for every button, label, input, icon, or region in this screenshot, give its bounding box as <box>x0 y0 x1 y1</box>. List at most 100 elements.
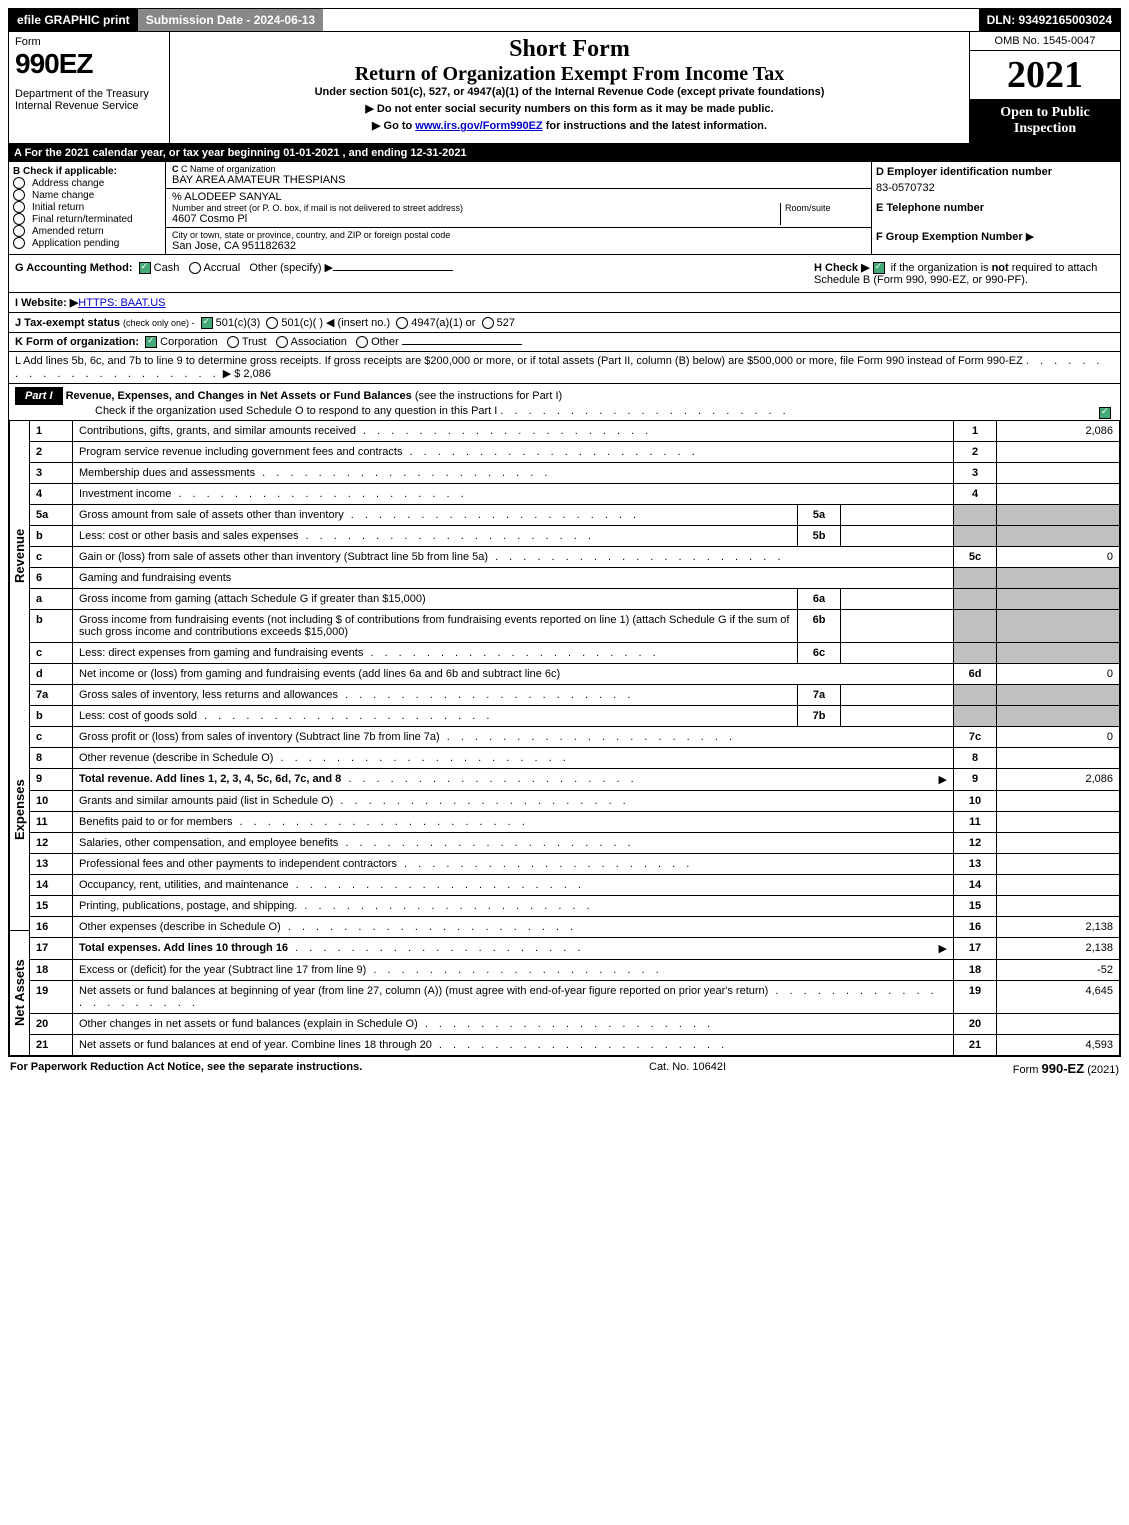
form-header-center: Short Form Return of Organization Exempt… <box>170 32 969 143</box>
line-16: 16Other expenses (describe in Schedule O… <box>30 917 1120 938</box>
line-2: 2Program service revenue including gover… <box>30 442 1120 463</box>
street-address: 4607 Cosmo Pl <box>172 213 780 225</box>
irs-link[interactable]: www.irs.gov/Form990EZ <box>415 120 542 132</box>
col-b-title: B Check if applicable: <box>13 166 161 177</box>
line-10: 10Grants and similar amounts paid (list … <box>30 791 1120 812</box>
street-label: Number and street (or P. O. box, if mail… <box>172 203 780 213</box>
line-6: 6Gaming and fundraising events <box>30 568 1120 589</box>
website-link[interactable]: HTTPS: BAAT.US <box>78 297 165 309</box>
room-label: Room/suite <box>785 203 865 213</box>
line-14: 14Occupancy, rent, utilities, and mainte… <box>30 875 1120 896</box>
return-title: Return of Organization Exempt From Incom… <box>174 63 965 86</box>
info-block: B Check if applicable: Address change Na… <box>8 162 1121 255</box>
line-6b: bGross income from fundraising events (n… <box>30 610 1120 643</box>
group-exemption: F Group Exemption Number ▶ <box>876 230 1116 243</box>
line-5b: bLess: cost or other basis and sales exp… <box>30 526 1120 547</box>
line-5a: 5aGross amount from sale of assets other… <box>30 505 1120 526</box>
dept-treasury: Department of the Treasury <box>15 88 163 100</box>
form-header-left: Form 990EZ Department of the Treasury In… <box>9 32 170 143</box>
omb-number: OMB No. 1545-0047 <box>970 32 1120 51</box>
association-checkbox[interactable] <box>276 336 288 348</box>
telephone-label: E Telephone number <box>876 202 1116 214</box>
expenses-label: Expenses <box>9 690 29 931</box>
line-6d: dNet income or (loss) from gaming and fu… <box>30 664 1120 685</box>
line-18: 18Excess or (deficit) for the year (Subt… <box>30 960 1120 981</box>
top-bar: efile GRAPHIC print Submission Date - 20… <box>8 8 1121 32</box>
line-7c: cGross profit or (loss) from sales of in… <box>30 727 1120 748</box>
line-12: 12Salaries, other compensation, and empl… <box>30 833 1120 854</box>
trust-checkbox[interactable] <box>227 336 239 348</box>
line-15: 15Printing, publications, postage, and s… <box>30 896 1120 917</box>
line-6a: aGross income from gaming (attach Schedu… <box>30 589 1120 610</box>
line-9: 9Total revenue. Add lines 1, 2, 3, 4, 5c… <box>30 769 1120 791</box>
gross-receipts-value: $ 2,086 <box>234 368 271 380</box>
form-of-org-row: K Form of organization: Corporation Trus… <box>8 333 1121 352</box>
footer-right: Form 990-EZ (2021) <box>1013 1061 1119 1076</box>
corporation-checkbox[interactable] <box>145 336 157 348</box>
tax-exempt-row: J Tax-exempt status (check only one) - 5… <box>8 313 1121 333</box>
footer-left: For Paperwork Reduction Act Notice, see … <box>10 1061 362 1076</box>
line-11: 11Benefits paid to or for members11 <box>30 812 1120 833</box>
footer: For Paperwork Reduction Act Notice, see … <box>8 1057 1121 1080</box>
501c-checkbox[interactable] <box>266 317 278 329</box>
form-word: Form <box>15 36 163 48</box>
short-form-title: Short Form <box>174 36 965 63</box>
line-6c: cLess: direct expenses from gaming and f… <box>30 643 1120 664</box>
column-b: B Check if applicable: Address change Na… <box>9 162 166 254</box>
accounting-method: G Accounting Method: Cash Accrual Other … <box>15 261 814 286</box>
line-21: 21Net assets or fund balances at end of … <box>30 1035 1120 1056</box>
row-g-h: G Accounting Method: Cash Accrual Other … <box>8 255 1121 293</box>
row-l-text: L Add lines 5b, 6c, and 7b to line 9 to … <box>15 355 1023 367</box>
line-17: 17Total expenses. Add lines 10 through 1… <box>30 938 1120 960</box>
check-application-pending[interactable]: Application pending <box>13 237 161 249</box>
check-initial-return[interactable]: Initial return <box>13 201 161 213</box>
gross-receipts-row: L Add lines 5b, 6c, and 7b to line 9 to … <box>8 352 1121 384</box>
schedule-o-checkbox[interactable] <box>1099 407 1111 419</box>
part1-title: Revenue, Expenses, and Changes in Net As… <box>66 390 412 402</box>
form-number: 990EZ <box>15 48 163 80</box>
org-name: BAY AREA AMATEUR THESPIANS <box>172 174 865 186</box>
line-20: 20Other changes in net assets or fund ba… <box>30 1014 1120 1035</box>
other-checkbox[interactable] <box>356 336 368 348</box>
check-amended-return[interactable]: Amended return <box>13 225 161 237</box>
go-to-link-row: Go to www.irs.gov/Form990EZ for instruct… <box>174 119 965 132</box>
accrual-checkbox[interactable] <box>189 262 201 274</box>
check-name-change[interactable]: Name change <box>13 189 161 201</box>
revenue-label: Revenue <box>9 421 29 690</box>
net-assets-label: Net Assets <box>9 931 29 1056</box>
street-row: % ALODEEP SANYAL Number and street (or P… <box>166 189 871 228</box>
efile-print-button[interactable]: efile GRAPHIC print <box>9 9 138 31</box>
irs-label: Internal Revenue Service <box>15 100 163 112</box>
submission-date: Submission Date - 2024-06-13 <box>138 9 323 31</box>
form-header: Form 990EZ Department of the Treasury In… <box>8 32 1121 144</box>
schedule-b-check: H Check ▶ if the organization is not req… <box>814 261 1114 286</box>
do-not-enter: Do not enter social security numbers on … <box>174 102 965 115</box>
ein-label: D Employer identification number <box>876 166 1116 178</box>
city-label: City or town, state or province, country… <box>172 230 865 240</box>
line-19: 19Net assets or fund balances at beginni… <box>30 981 1120 1014</box>
dln-number: DLN: 93492165003024 <box>979 9 1120 31</box>
column-c: C C Name of organization BAY AREA AMATEU… <box>166 162 871 254</box>
column-def: D Employer identification number 83-0570… <box>871 162 1120 254</box>
under-section: Under section 501(c), 527, or 4947(a)(1)… <box>174 86 965 98</box>
527-checkbox[interactable] <box>482 317 494 329</box>
city-row: City or town, state or province, country… <box>166 228 871 254</box>
line-3: 3Membership dues and assessments3 <box>30 463 1120 484</box>
tax-year: 2021 <box>970 51 1120 99</box>
line-13: 13Professional fees and other payments t… <box>30 854 1120 875</box>
side-labels: Revenue Expenses Net Assets <box>9 421 29 1056</box>
4947-checkbox[interactable] <box>396 317 408 329</box>
care-of: % ALODEEP SANYAL <box>172 191 865 203</box>
cash-checkbox[interactable] <box>139 262 151 274</box>
website-row: I Website: ▶HTTPS: BAAT.US <box>8 293 1121 313</box>
part1-header: Part I Revenue, Expenses, and Changes in… <box>8 384 1121 421</box>
org-name-row: C C Name of organization BAY AREA AMATEU… <box>166 162 871 189</box>
line-7b: bLess: cost of goods sold7b <box>30 706 1120 727</box>
line-1: 1Contributions, gifts, grants, and simil… <box>30 421 1120 442</box>
check-final-return[interactable]: Final return/terminated <box>13 213 161 225</box>
schedule-b-checkbox[interactable] <box>873 262 885 274</box>
501c3-checkbox[interactable] <box>201 317 213 329</box>
check-address-change[interactable]: Address change <box>13 177 161 189</box>
line-5c: cGain or (loss) from sale of assets othe… <box>30 547 1120 568</box>
section-a-calendar-year: A For the 2021 calendar year, or tax yea… <box>8 144 1121 162</box>
